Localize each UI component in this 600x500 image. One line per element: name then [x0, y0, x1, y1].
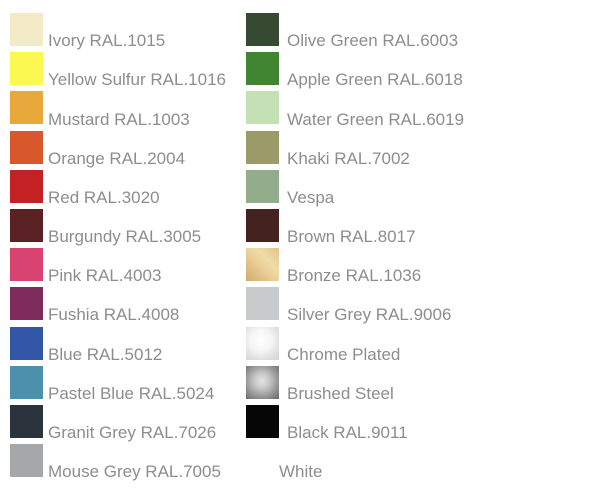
swatch-vespa — [246, 169, 279, 203]
swatch-pink-ral-4003 — [10, 248, 43, 282]
color-row: Apple Green RAL.6018 — [246, 52, 464, 89]
color-label: Chrome Plated — [287, 344, 401, 364]
color-label: Brown RAL.8017 — [287, 227, 416, 247]
color-row: Red RAL.3020 — [10, 169, 226, 206]
color-row: Mouse Grey RAL.7005 — [10, 444, 226, 481]
color-row: Olive Green RAL.6003 — [246, 13, 464, 50]
color-row: Silver Grey RAL.9006 — [246, 287, 464, 324]
color-label: White — [279, 462, 323, 482]
color-row: Vespa — [246, 169, 464, 206]
color-row: Brushed Steel — [246, 365, 464, 402]
swatch-brown-ral-8017 — [246, 208, 279, 242]
swatch-orange-ral-2004 — [10, 130, 43, 164]
color-row: Brown RAL.8017 — [246, 208, 464, 245]
color-column-left: Ivory RAL.1015 Yellow Sulfur RAL.1016 Must… — [10, 13, 226, 481]
color-row: Khaki RAL.7002 — [246, 130, 464, 167]
swatch-granit-grey-ral-7026 — [10, 404, 43, 438]
color-row: Pastel Blue RAL.5024 — [10, 365, 226, 402]
color-label: Orange RAL.2004 — [48, 148, 186, 168]
color-label: Burgundy RAL.3005 — [48, 227, 202, 247]
color-label: Bronze RAL.1036 — [287, 266, 422, 286]
color-label: Silver Grey RAL.9006 — [287, 305, 452, 325]
color-label: Khaki RAL.7002 — [287, 148, 410, 168]
color-label: Pink RAL.4003 — [48, 266, 162, 286]
color-label: Apple Green RAL.6018 — [287, 70, 463, 90]
swatch-yellow-sulfur-ral-1016 — [10, 52, 43, 86]
color-row: Burgundy RAL.3005 — [10, 208, 226, 245]
color-row: White — [246, 444, 464, 481]
swatch-ivory-ral-1015 — [10, 13, 43, 46]
swatch-burgundy-ral-3005 — [10, 208, 43, 242]
color-label: Mouse Grey RAL.7005 — [48, 462, 221, 482]
color-row: Granit Grey RAL.7026 — [10, 404, 226, 441]
color-row: Pink RAL.4003 — [10, 248, 226, 285]
color-row: Blue RAL.5012 — [10, 326, 226, 363]
color-label: Ivory RAL.1015 — [48, 31, 166, 51]
color-row: Bronze RAL.1036 — [246, 248, 464, 285]
color-label: Pastel Blue RAL.5024 — [48, 383, 215, 403]
color-label: Brushed Steel — [287, 383, 394, 403]
color-label: Granit Grey RAL.7026 — [48, 423, 217, 443]
color-label: Black RAL.9011 — [287, 423, 408, 443]
color-label: Mustard RAL.1003 — [48, 109, 190, 129]
color-label: Water Green RAL.6019 — [287, 109, 465, 129]
swatch-khaki-ral-7002 — [246, 130, 279, 164]
color-row: Water Green RAL.6019 — [246, 91, 464, 128]
color-label: Fushia RAL.4008 — [48, 305, 180, 325]
color-column-right: Olive Green RAL.6003 Apple Green RAL.6018… — [246, 13, 464, 481]
swatch-chrome-plated — [246, 326, 279, 360]
swatch-red-ral-3020 — [10, 169, 43, 203]
color-row: Black RAL.9011 — [246, 404, 464, 441]
color-label: Olive Green RAL.6003 — [287, 31, 459, 51]
swatch-water-green-ral-6019 — [246, 91, 279, 125]
swatch-bronze-ral-1036 — [246, 248, 279, 282]
color-row: Yellow Sulfur RAL.1016 — [10, 52, 226, 89]
swatch-blue-ral-5012 — [10, 326, 43, 360]
swatch-olive-green-ral-6003 — [246, 13, 279, 46]
swatch-mustard-ral-1003 — [10, 91, 43, 125]
swatch-apple-green-ral-6018 — [246, 52, 279, 86]
swatch-black-ral-9011 — [246, 404, 279, 438]
color-row: Chrome Plated — [246, 326, 464, 363]
swatch-silver-grey-ral-9006 — [246, 287, 279, 321]
color-row: Mustard RAL.1003 — [10, 91, 226, 128]
color-row: Ivory RAL.1015 — [10, 13, 226, 50]
swatch-mouse-grey-ral-7005 — [10, 444, 43, 478]
color-label: Yellow Sulfur RAL.1016 — [48, 70, 226, 90]
swatch-white — [246, 444, 279, 478]
swatch-pastel-blue-ral-5024 — [10, 365, 43, 399]
color-label: Blue RAL.5012 — [48, 344, 163, 364]
color-row: Fushia RAL.4008 — [10, 287, 226, 324]
color-row: Orange RAL.2004 — [10, 130, 226, 167]
swatch-brushed-steel — [246, 365, 279, 399]
color-label: Vespa — [287, 187, 335, 207]
color-label: Red RAL.3020 — [48, 187, 160, 207]
swatch-fushia-ral-4008 — [10, 287, 43, 321]
